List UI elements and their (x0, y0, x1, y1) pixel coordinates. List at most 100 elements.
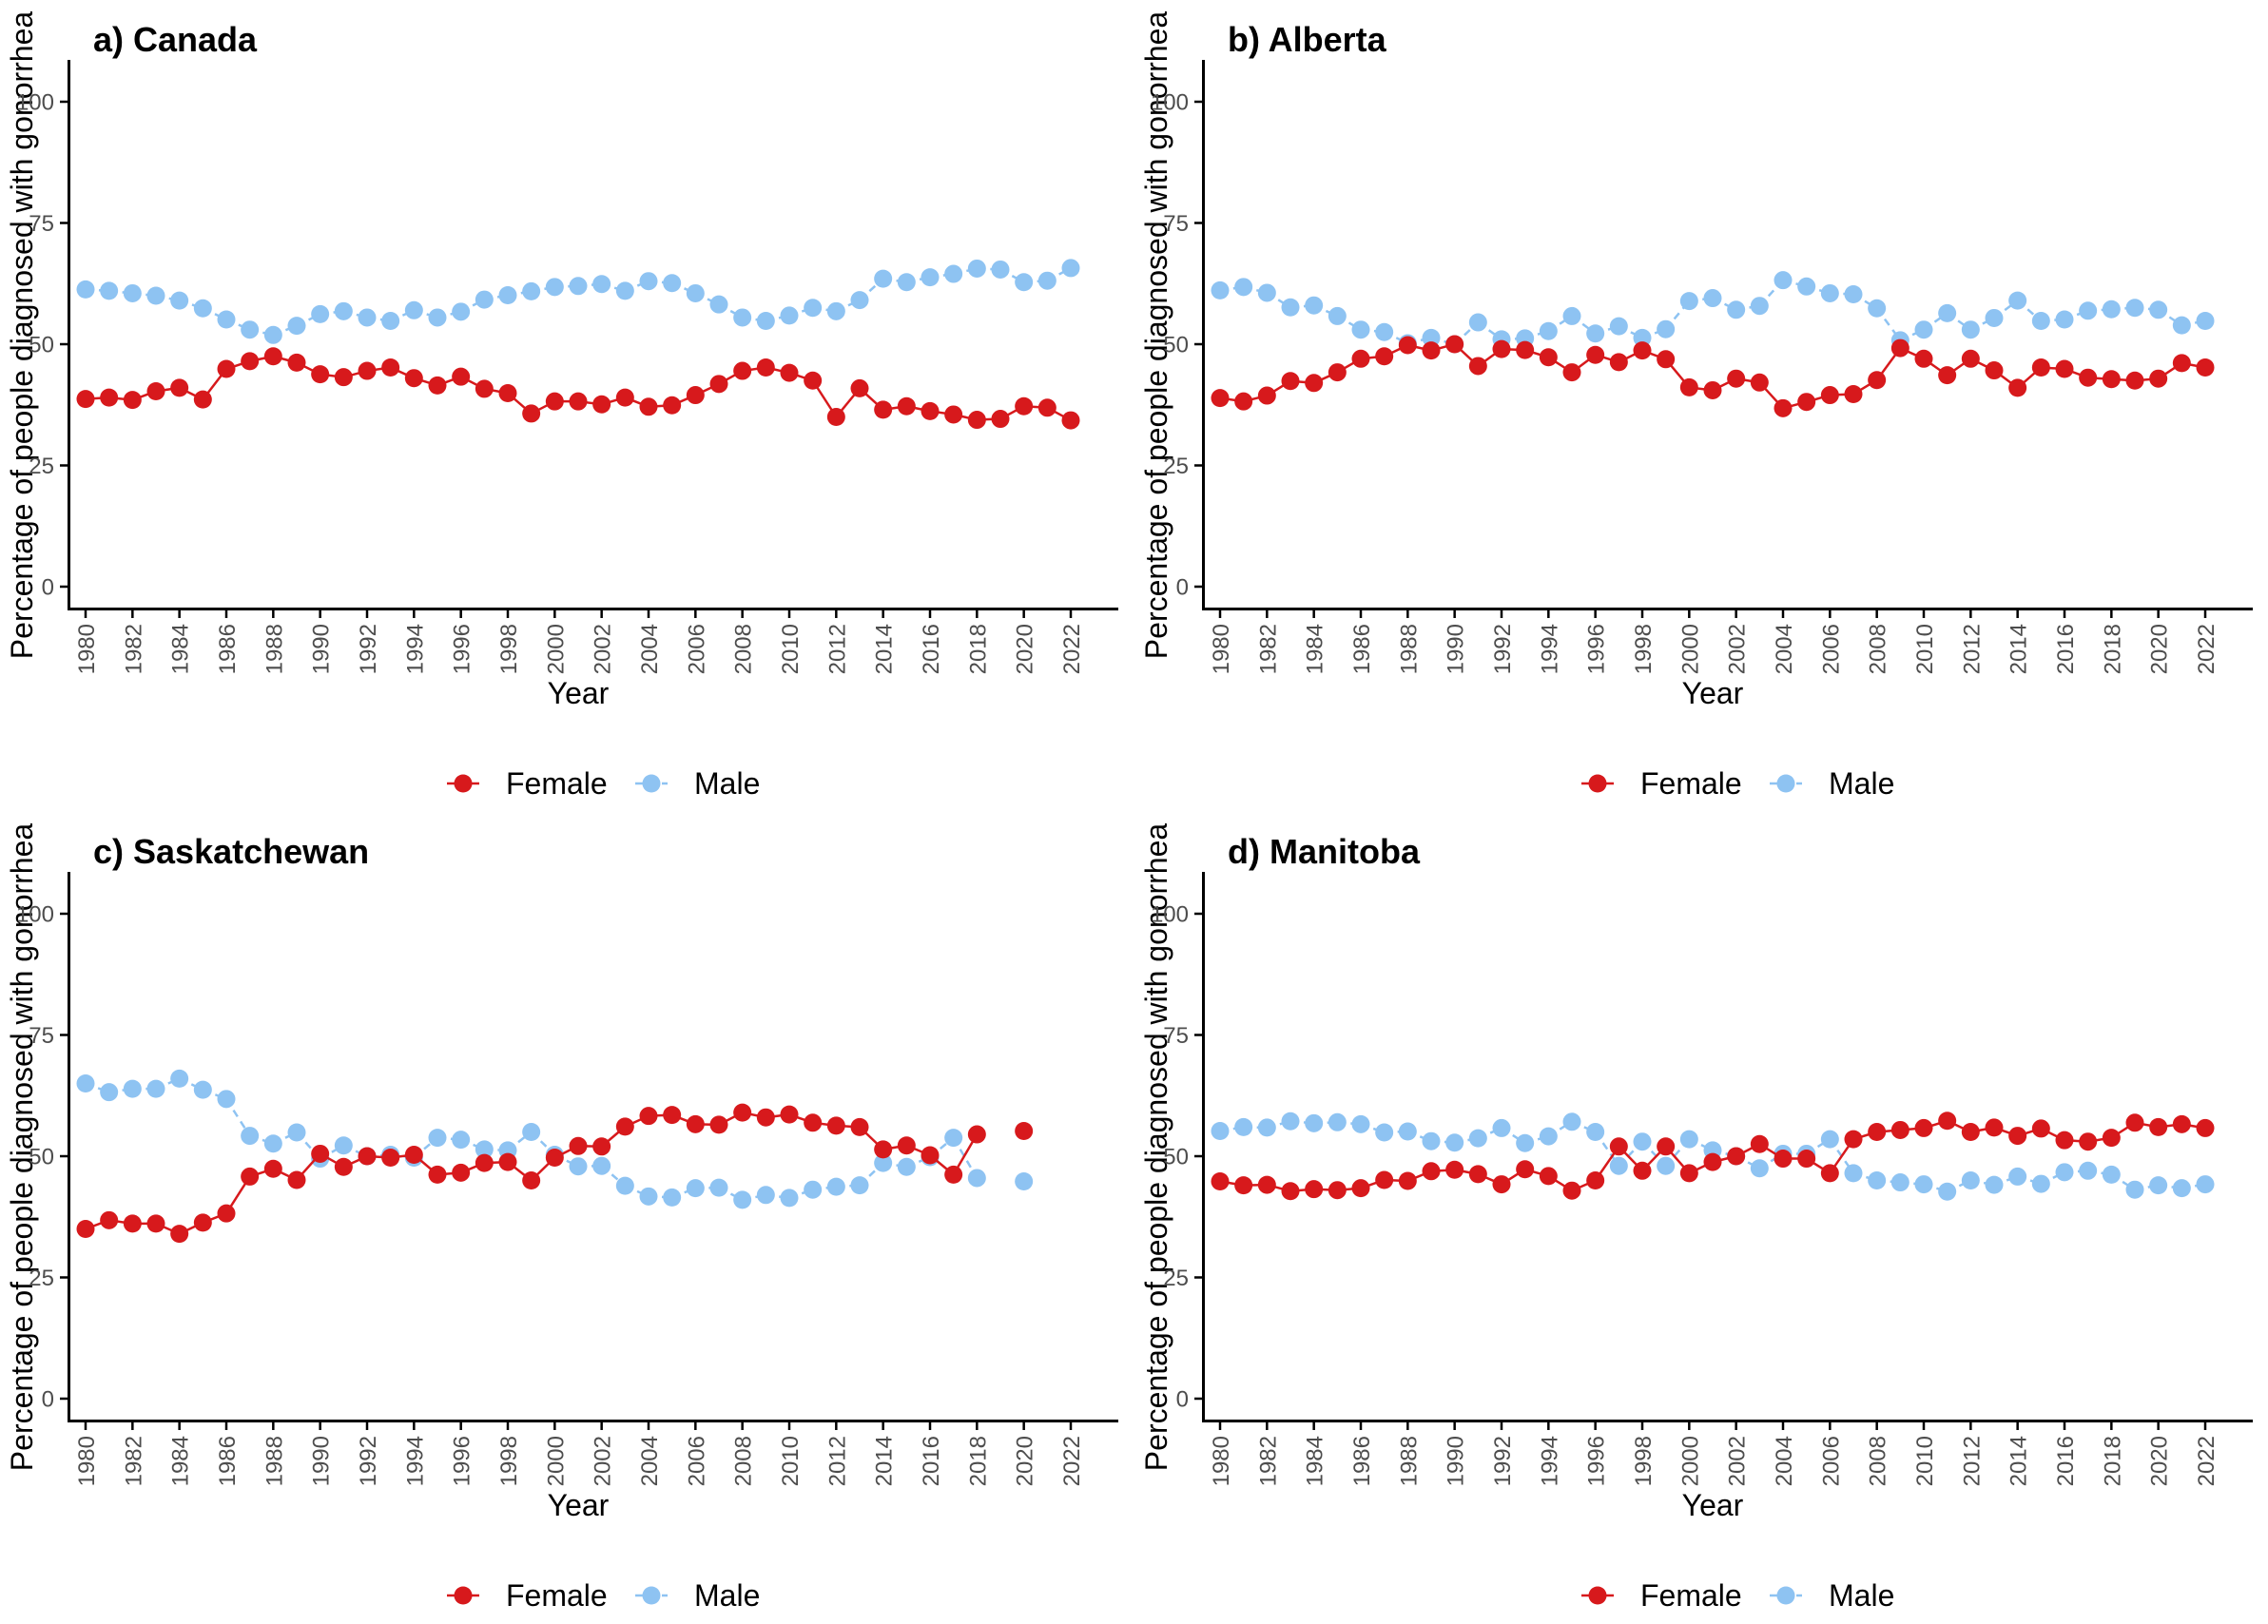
x-tick-label: 2006 (684, 1436, 709, 1486)
data-point-female (1422, 1162, 1441, 1181)
legend: Female Male (1581, 1578, 1894, 1613)
data-point-female (1774, 398, 1793, 417)
data-point-male (1234, 1117, 1253, 1136)
data-point-male (663, 1188, 682, 1207)
data-point-male (475, 290, 494, 309)
data-point-male (1820, 1130, 1839, 1149)
data-point-female (569, 1136, 588, 1155)
data-point-male (2055, 1163, 2074, 1182)
legend-label-female: Female (506, 1578, 608, 1613)
data-point-male (639, 1187, 658, 1206)
data-point-male (1015, 1172, 1034, 1191)
data-point-female (850, 1117, 869, 1136)
data-point-male (287, 1123, 306, 1142)
data-point-male (263, 325, 282, 344)
data-point-male (1305, 296, 1324, 315)
data-point-female (826, 1116, 845, 1135)
x-tick-label: 1990 (309, 624, 335, 674)
data-point-female (1703, 1152, 1722, 1171)
x-tick-label: 2018 (2100, 624, 2125, 674)
x-tick-label: 1992 (1490, 1436, 1516, 1486)
data-point-male (733, 1190, 752, 1209)
data-point-male (358, 308, 377, 327)
data-point-male (1562, 1112, 1581, 1131)
data-point-male (146, 1079, 165, 1098)
x-tick-label: 1980 (1209, 1436, 1234, 1486)
data-point-female (1961, 349, 1980, 368)
data-point-female (592, 395, 611, 414)
y-tick-label: 25 (29, 1266, 54, 1291)
data-point-male (780, 306, 799, 325)
x-tick-label: 2016 (919, 624, 944, 674)
data-point-male (452, 302, 471, 321)
data-point-female (1679, 1164, 1698, 1183)
data-point-female (2079, 368, 2098, 387)
data-point-male (1727, 300, 1746, 319)
data-point-female (686, 386, 705, 405)
y-tick-label: 100 (1151, 902, 1189, 928)
x-tick-label: 1982 (1255, 1436, 1281, 1486)
x-tick-label: 2010 (1912, 624, 1938, 674)
x-tick-label: 2012 (1959, 624, 1985, 674)
series-male (1211, 1112, 2215, 1201)
legend-marker-female (454, 1586, 473, 1605)
data-point-female (1938, 1112, 1957, 1131)
data-point-female (615, 388, 634, 407)
y-tick-label: 50 (1163, 1145, 1189, 1170)
data-point-male (1234, 278, 1253, 297)
data-point-female (592, 1137, 611, 1156)
data-point-male (475, 1140, 494, 1159)
data-point-female (217, 1204, 236, 1223)
data-point-female (475, 379, 494, 398)
data-point-female (1398, 336, 1417, 355)
data-point-female (1562, 363, 1581, 382)
data-point-female (311, 1144, 330, 1163)
data-point-male (2125, 299, 2144, 318)
x-tick-label: 2002 (1725, 1436, 1751, 1486)
data-point-female (2031, 358, 2050, 377)
x-tick-label: 2020 (2147, 1436, 2173, 1486)
data-point-male (1211, 1121, 1230, 1140)
data-point-female (358, 361, 377, 380)
y-axis-title: Percentage of people diagnosed with gono… (5, 11, 39, 660)
data-point-male (2196, 312, 2215, 331)
data-point-female (1015, 396, 1034, 416)
data-point-male (944, 1129, 963, 1148)
data-point-male (123, 1079, 142, 1098)
data-point-female (1985, 1118, 2004, 1137)
data-point-male (897, 273, 916, 292)
data-point-male (1703, 289, 1722, 308)
data-point-male (1328, 306, 1347, 325)
data-point-female (1890, 338, 1909, 358)
x-tick-label: 2004 (1772, 1436, 1797, 1486)
data-point-female (686, 1114, 705, 1133)
data-point-male (428, 308, 447, 327)
data-point-female (826, 408, 845, 426)
data-point-female (709, 375, 728, 394)
data-point-female (967, 411, 986, 430)
data-point-female (639, 397, 658, 416)
data-point-male (780, 1189, 799, 1208)
data-point-male (1774, 271, 1793, 290)
data-point-male (1633, 1132, 1652, 1151)
x-tick-label: 2018 (2100, 1436, 2125, 1486)
legend-label-male: Male (694, 1578, 760, 1613)
x-tick-label: 1992 (1490, 624, 1516, 674)
data-point-male (193, 1080, 212, 1099)
data-point-male (100, 281, 119, 300)
data-point-female (1305, 1180, 1324, 1199)
data-point-female (1328, 363, 1347, 382)
data-point-female (1657, 1137, 1676, 1156)
data-point-male (826, 1177, 845, 1196)
data-point-female (1375, 347, 1394, 366)
data-point-female (404, 1145, 423, 1164)
data-point-male (1961, 1171, 1980, 1189)
data-point-female (1328, 1181, 1347, 1200)
data-point-female (263, 1159, 282, 1178)
data-point-male (2102, 300, 2121, 319)
data-point-male (2196, 1175, 2215, 1194)
data-point-male (1492, 1118, 1511, 1137)
data-point-female (2079, 1132, 2098, 1151)
legend-marker-male (1776, 1586, 1795, 1605)
data-point-male (1375, 322, 1394, 341)
